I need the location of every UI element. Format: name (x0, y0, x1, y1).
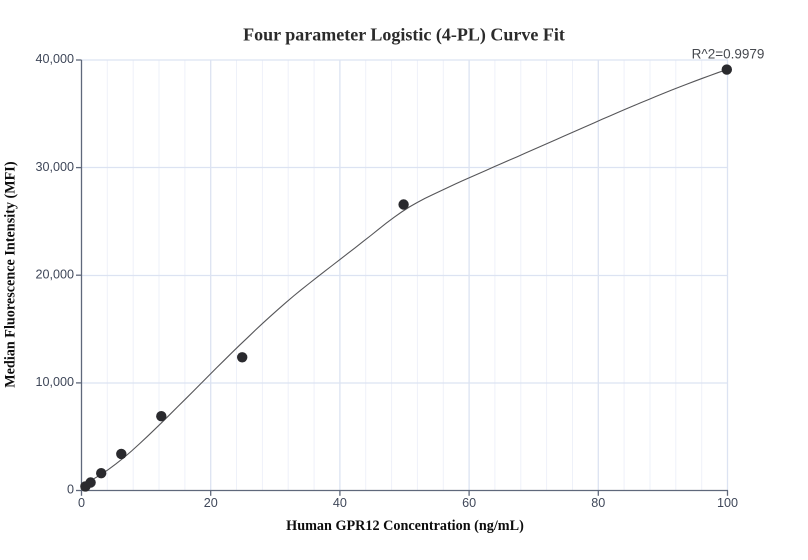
svg-text:0: 0 (78, 496, 85, 510)
svg-text:0: 0 (67, 483, 74, 497)
svg-text:Human GPR12 Concentration (ng/: Human GPR12 Concentration (ng/mL) (286, 518, 524, 534)
svg-text:Four parameter Logistic (4-PL): Four parameter Logistic (4-PL) Curve Fit (243, 25, 565, 46)
svg-text:20: 20 (204, 496, 218, 510)
svg-text:40: 40 (333, 496, 347, 510)
svg-text:100: 100 (717, 496, 738, 510)
svg-text:60: 60 (462, 496, 476, 510)
svg-text:R^2=0.9979: R^2=0.9979 (692, 46, 765, 61)
svg-text:40,000: 40,000 (35, 52, 74, 66)
svg-text:20,000: 20,000 (35, 267, 74, 281)
svg-text:30,000: 30,000 (35, 160, 74, 174)
svg-text:80: 80 (591, 496, 605, 510)
svg-text:10,000: 10,000 (35, 375, 74, 389)
svg-text:Median Fluorescence Intensity: Median Fluorescence Intensity (MFI) (2, 161, 18, 388)
